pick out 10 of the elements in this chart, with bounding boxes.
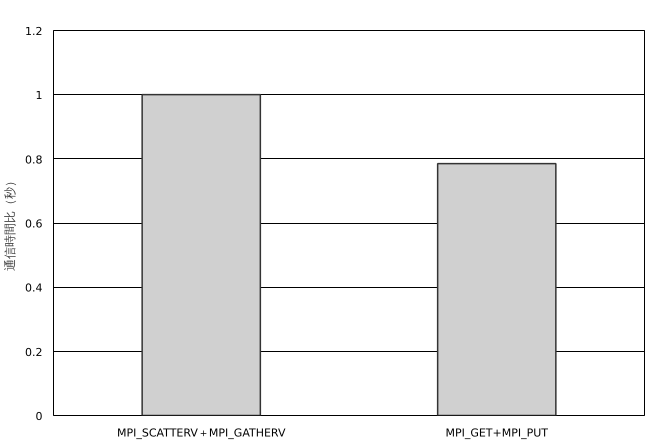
y-tick-label: 0.2 xyxy=(25,346,43,359)
y-tick-label: 0.6 xyxy=(25,218,43,230)
y-axis-title: 通信時間比（秒） xyxy=(3,175,18,271)
y-tick-label: 1 xyxy=(36,89,42,102)
y-tick-label: 1.2 xyxy=(25,25,43,38)
y-tick-label: 0.8 xyxy=(25,153,43,166)
y-tick-label: 0.4 xyxy=(25,282,43,295)
y-tick-label: 0 xyxy=(36,410,42,423)
x-tick-label: MPI_GET+MPI_PUT xyxy=(445,426,548,440)
x-tick-label: MPI_SCATTERV＋MPI_GATHERV xyxy=(116,426,286,440)
